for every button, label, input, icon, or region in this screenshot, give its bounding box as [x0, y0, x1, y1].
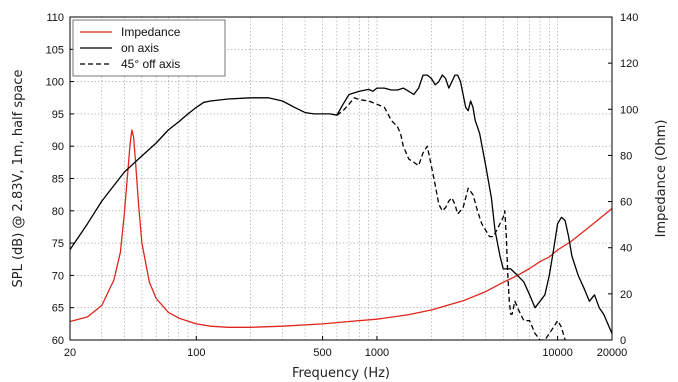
legend-label-impedance: Impedance	[121, 25, 181, 39]
left-tick-label: 70	[52, 270, 64, 282]
left-tick-label: 110	[46, 12, 64, 24]
left-tick-label: 60	[52, 335, 64, 347]
left-axis-ticks: 60 65 70 75 80 85 90 95 100 105 110	[46, 12, 74, 347]
right-tick-label: 60	[620, 197, 632, 209]
series-layer	[70, 74, 612, 340]
left-tick-label: 90	[52, 141, 64, 153]
right-tick-label: 120	[620, 58, 638, 70]
right-axis-title: Impedance (Ohm)	[654, 120, 669, 238]
right-tick-label: 0	[620, 335, 626, 347]
x-tick-label: 20000	[597, 347, 628, 359]
x-tick-label: 500	[313, 347, 331, 359]
x-axis-title: Frequency (Hz)	[292, 366, 390, 381]
grid	[70, 17, 612, 340]
right-tick-label: 20	[620, 289, 632, 301]
series-line-45-off-axis	[336, 97, 566, 340]
legend: Impedance on axis 45° off axis	[72, 19, 226, 77]
x-tick-label: 20	[64, 347, 76, 359]
left-tick-label: 75	[52, 238, 64, 250]
left-tick-label: 85	[52, 174, 64, 186]
x-tick-label: 10000	[542, 347, 573, 359]
left-tick-label: 100	[46, 77, 64, 89]
right-tick-label: 40	[620, 243, 632, 255]
right-axis-ticks: 0 20 40 60 80 100 120 140	[608, 12, 638, 347]
left-tick-label: 95	[52, 109, 64, 121]
legend-label-off-axis: 45° off axis	[121, 57, 180, 71]
left-tick-label: 65	[52, 303, 64, 315]
x-tick-label: 1000	[365, 347, 389, 359]
x-tick-label: 100	[187, 347, 205, 359]
right-tick-label: 80	[620, 150, 632, 162]
left-tick-label: 105	[46, 44, 64, 56]
left-tick-label: 80	[52, 206, 64, 218]
series-line-on-axis	[70, 74, 612, 334]
right-tick-label: 100	[620, 104, 638, 116]
legend-label-on-axis: on axis	[121, 41, 159, 55]
x-axis-ticks: 20 100 500 1000 10000 20000	[64, 336, 627, 359]
series-line-impedance	[70, 129, 612, 328]
left-axis-title: SPL (dB) @ 2.83V, 1m, half space	[11, 69, 26, 287]
right-tick-label: 140	[620, 12, 638, 24]
